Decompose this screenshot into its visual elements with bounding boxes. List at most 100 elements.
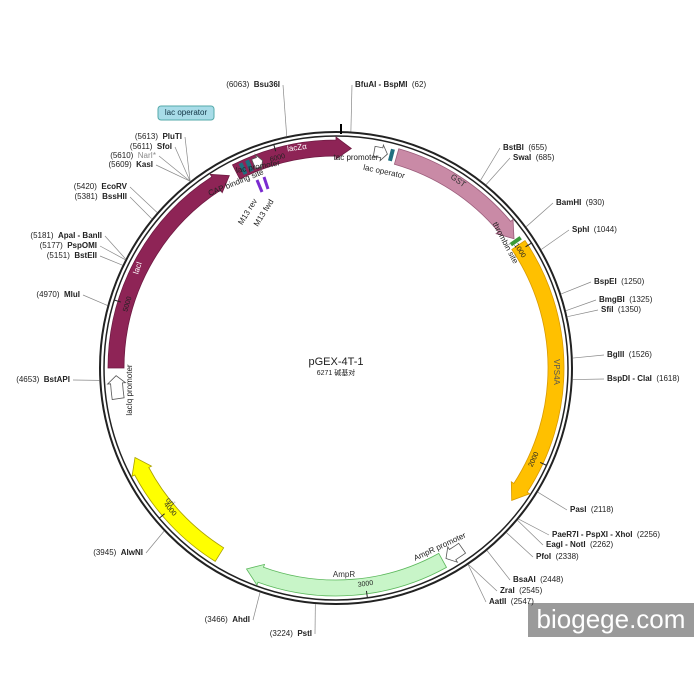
plasmid-name: pGEX-4T-1 [308,356,363,368]
feature-marker [509,236,522,247]
site-leader [468,564,498,592]
feature-label: lac operator [165,108,208,117]
site-name: BmgBI [599,295,625,304]
feature-arrow [393,148,515,240]
site-leader [158,155,191,182]
site-position: (1250) [621,277,644,286]
site-leader [518,518,550,536]
scale-label: 6000 [269,153,286,164]
restriction-site: BamHI (930) [556,198,605,207]
restriction-site: BmgBI (1325) [599,295,653,304]
restriction-site: (4970) MluI [36,290,80,299]
site-position: (4653) [16,375,39,384]
feature-marker [388,148,395,162]
site-position: (6063) [226,80,249,89]
restriction-site: SfiI (1350) [601,305,641,314]
site-position: (2256) [637,530,660,539]
scale-tick [365,590,368,598]
site-name: AhdI [232,615,250,624]
restriction-site: PfoI (2338) [536,552,579,561]
site-position: (1618) [656,374,679,383]
site-position: (5420) [74,182,97,191]
site-position: (5609) [109,160,132,169]
site-leader [526,202,554,227]
restriction-site: (6063) Bsu36I [226,80,280,89]
site-name: EagI - NotI [546,540,586,549]
scale-tick [114,299,122,303]
site-name: PluTI [162,132,182,141]
site-leader [155,164,191,182]
site-name: PfoI [536,552,551,561]
site-position: (5177) [40,241,63,250]
site-leader [184,136,191,182]
scale-label: 5000 [122,296,133,313]
feature-arrow [231,136,352,180]
site-leader [567,309,599,318]
site-position: (1350) [618,305,641,314]
restriction-site: BglII (1526) [607,350,652,359]
feature-label: AmpR [333,570,355,579]
restriction-site: (4653) BstAPI [16,375,70,384]
site-leader [129,196,153,220]
site-position: (5381) [75,192,98,201]
site-leader [145,530,165,554]
site-name: AlwNI [121,548,143,557]
restriction-site: PaeR7I - PspXI - XhoI (2256) [552,530,660,539]
site-leader [480,147,501,181]
site-position: (3945) [93,548,116,557]
site-name: ZraI [500,586,515,595]
length-number: 6271 [317,370,333,377]
site-leader [99,255,123,266]
site-name: BspDI - ClaI [607,374,652,383]
site-name: SfoI [157,142,172,151]
feature-arrow [245,552,448,597]
site-position: (2547) [511,597,534,606]
restriction-site: (5181) ApaI - BanII [30,231,102,240]
site-name: SphI [572,225,589,234]
site-name: ApaI - BanII [58,231,102,240]
site-name: PasI [570,505,586,514]
feature-label: lacIq promoter [125,364,134,415]
site-name: BamHI [556,198,581,207]
site-name: PaeR7I - PspXI - XhoI [552,530,632,539]
site-leader [174,146,191,182]
site-position: (930) [586,198,605,207]
site-name: BglII [607,350,624,359]
restriction-site: SwaI (685) [513,153,555,162]
site-position: (1325) [629,295,652,304]
site-position: (5613) [135,132,158,141]
restriction-site: PasI (2118) [570,505,614,514]
site-leader [99,245,126,260]
site-name: BfuAI - BspMI [355,80,407,89]
site-position: (2338) [556,552,579,561]
site-name: BstAPI [44,375,70,384]
site-leader [561,281,592,295]
length-unit: 碱基对 [334,368,355,377]
label-box [157,105,215,121]
site-position: (1526) [629,350,652,359]
site-name: PspOMI [67,241,97,250]
site-name: BstEII [74,251,97,260]
site-name: BsaAI [513,575,536,584]
restriction-site: (5151) BstEII [47,251,97,260]
restriction-site: BsaAI (2448) [513,575,564,584]
site-name: BstBI [503,143,524,152]
site-position: (3466) [205,615,228,624]
backbone-inner [103,135,569,601]
site-position: (5610) [110,151,133,160]
site-position: (5611) [130,142,153,151]
watermark-box [528,603,694,637]
scale-tick [525,242,532,248]
feature-arrow [510,239,565,501]
feature-arrow [106,375,127,400]
restriction-site: BfuAI - BspMI (62) [355,80,426,89]
site-leader [485,157,511,185]
scale-tick [273,144,277,152]
site-name: SwaI [513,153,531,162]
site-leader [282,84,288,137]
site-name: KasI [136,160,153,169]
feature-label: lacI [131,261,143,276]
site-position: (3224) [270,629,293,638]
site-leader [565,299,597,311]
